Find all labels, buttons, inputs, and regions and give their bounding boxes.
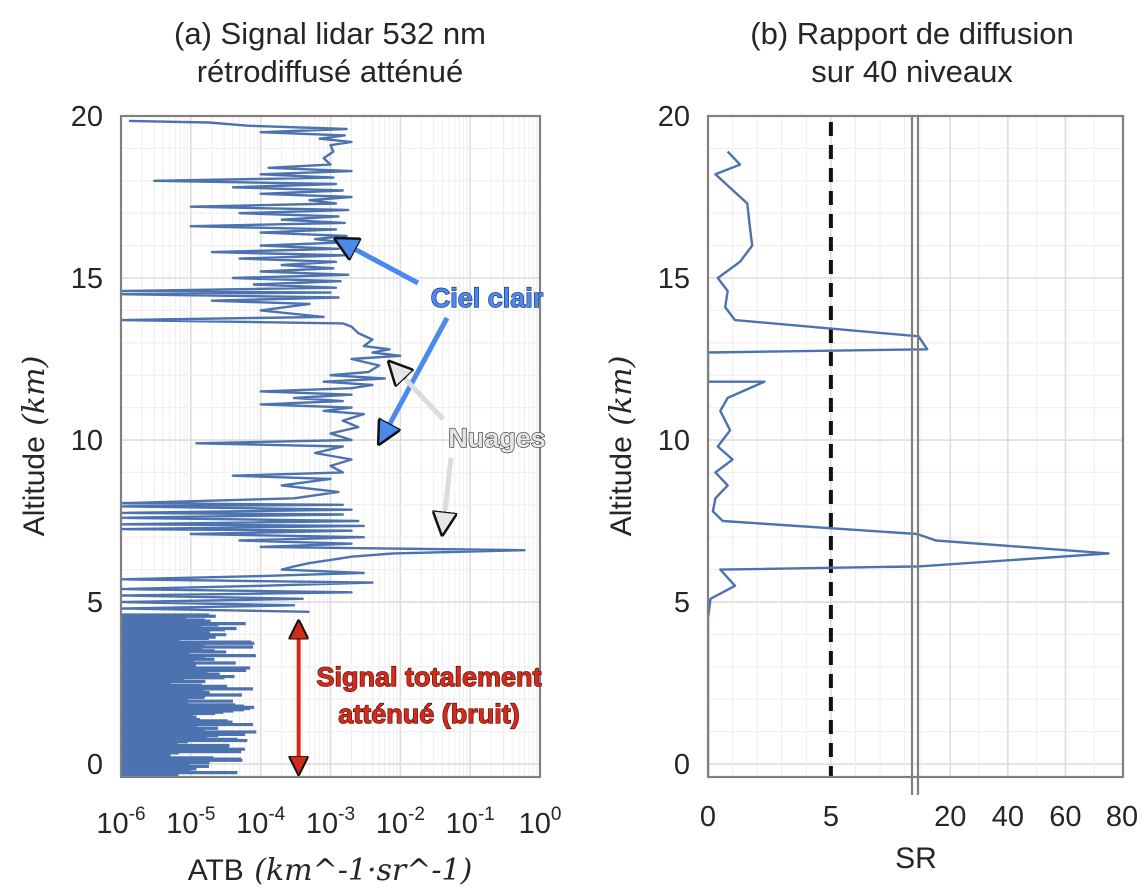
ciel-clair-arrow-upper	[336, 239, 420, 286]
panel-b: (b) Rapport de diffusion sur 40 niveaux …	[604, 16, 1138, 875]
y-tick-label: 5	[87, 587, 103, 619]
atb-profile-line	[121, 119, 526, 613]
panel-a-frame	[119, 114, 542, 779]
panel-b-grid	[707, 115, 1124, 777]
nuages-arrow-lower	[442, 457, 451, 534]
panel-a-y-ticks: 0 5 10 15 20	[71, 101, 103, 781]
y-tick-label: 15	[658, 263, 690, 295]
x-tick-label: 100	[519, 804, 562, 840]
nuages-arrow-upper	[390, 362, 445, 421]
y-tick-label: 0	[87, 749, 103, 781]
ciel-clair-label: Ciel clair	[431, 283, 544, 313]
bruit-label-line2: atténué (bruit)	[338, 699, 520, 729]
x-tick-label: 40	[992, 801, 1024, 833]
panel-a-title-line2: rétrodiffusé atténué	[197, 54, 464, 89]
x-tick-label: 10-1	[446, 804, 495, 840]
sr-profile-line	[708, 150, 1110, 777]
x-tick-label: 60	[1049, 801, 1081, 833]
nuages-label: Nuages	[448, 423, 546, 453]
bruit-label-line1: Signal totalement	[316, 662, 541, 692]
y-tick-label: 15	[71, 263, 103, 295]
x-tick-label: 20	[934, 801, 966, 833]
panel-b-x-axis-label: SR	[895, 842, 937, 875]
y-tick-label: 20	[658, 101, 690, 133]
y-tick-label: 10	[658, 425, 690, 457]
panel-b-y-ticks: 0 5 10 15 20	[658, 101, 690, 781]
x-tick-label: 80	[1106, 801, 1138, 833]
y-tick-label: 5	[674, 587, 690, 619]
panel-b-title-line2: sur 40 niveaux	[811, 54, 1013, 89]
y-tick-label: 10	[71, 425, 103, 457]
panel-a-y-axis-label: Altitude (km)	[17, 356, 52, 537]
y-tick-label: 20	[71, 101, 103, 133]
x-tick-label: 10-2	[376, 804, 425, 840]
x-tick-label: 10-5	[166, 804, 215, 840]
x-tick-label: 5	[823, 801, 839, 833]
y-tick-label: 0	[674, 749, 690, 781]
panel-b-x-ticks: 0 5 20 40 60 80	[700, 801, 1138, 833]
atb-noise-bars	[121, 613, 257, 777]
x-tick-label: 10-4	[236, 804, 286, 840]
x-tick-label: 10-3	[306, 804, 355, 840]
panel-b-frame	[706, 114, 1125, 779]
panel-b-title-line1: (b) Rapport de diffusion	[750, 16, 1073, 51]
panel-a-x-ticks: 10-6 10-5 10-4 10-3 10-2 10-1 100	[96, 804, 561, 840]
x-tick-label: 0	[700, 801, 716, 833]
panel-a-x-axis-label: ATB (km^-1·sr^-1)	[188, 853, 473, 888]
panel-b-y-axis-label: Altitude (km)	[604, 356, 639, 537]
panel-a-annotations: Ciel clair Nuages Signal totalement atté…	[299, 239, 546, 774]
panel-a-title-line1: (a) Signal lidar 532 nm	[174, 16, 486, 51]
panel-a: (a) Signal lidar 532 nm rétrodiffusé att…	[17, 16, 561, 888]
x-tick-label: 10-6	[96, 804, 145, 840]
panel-a-series	[121, 119, 526, 777]
